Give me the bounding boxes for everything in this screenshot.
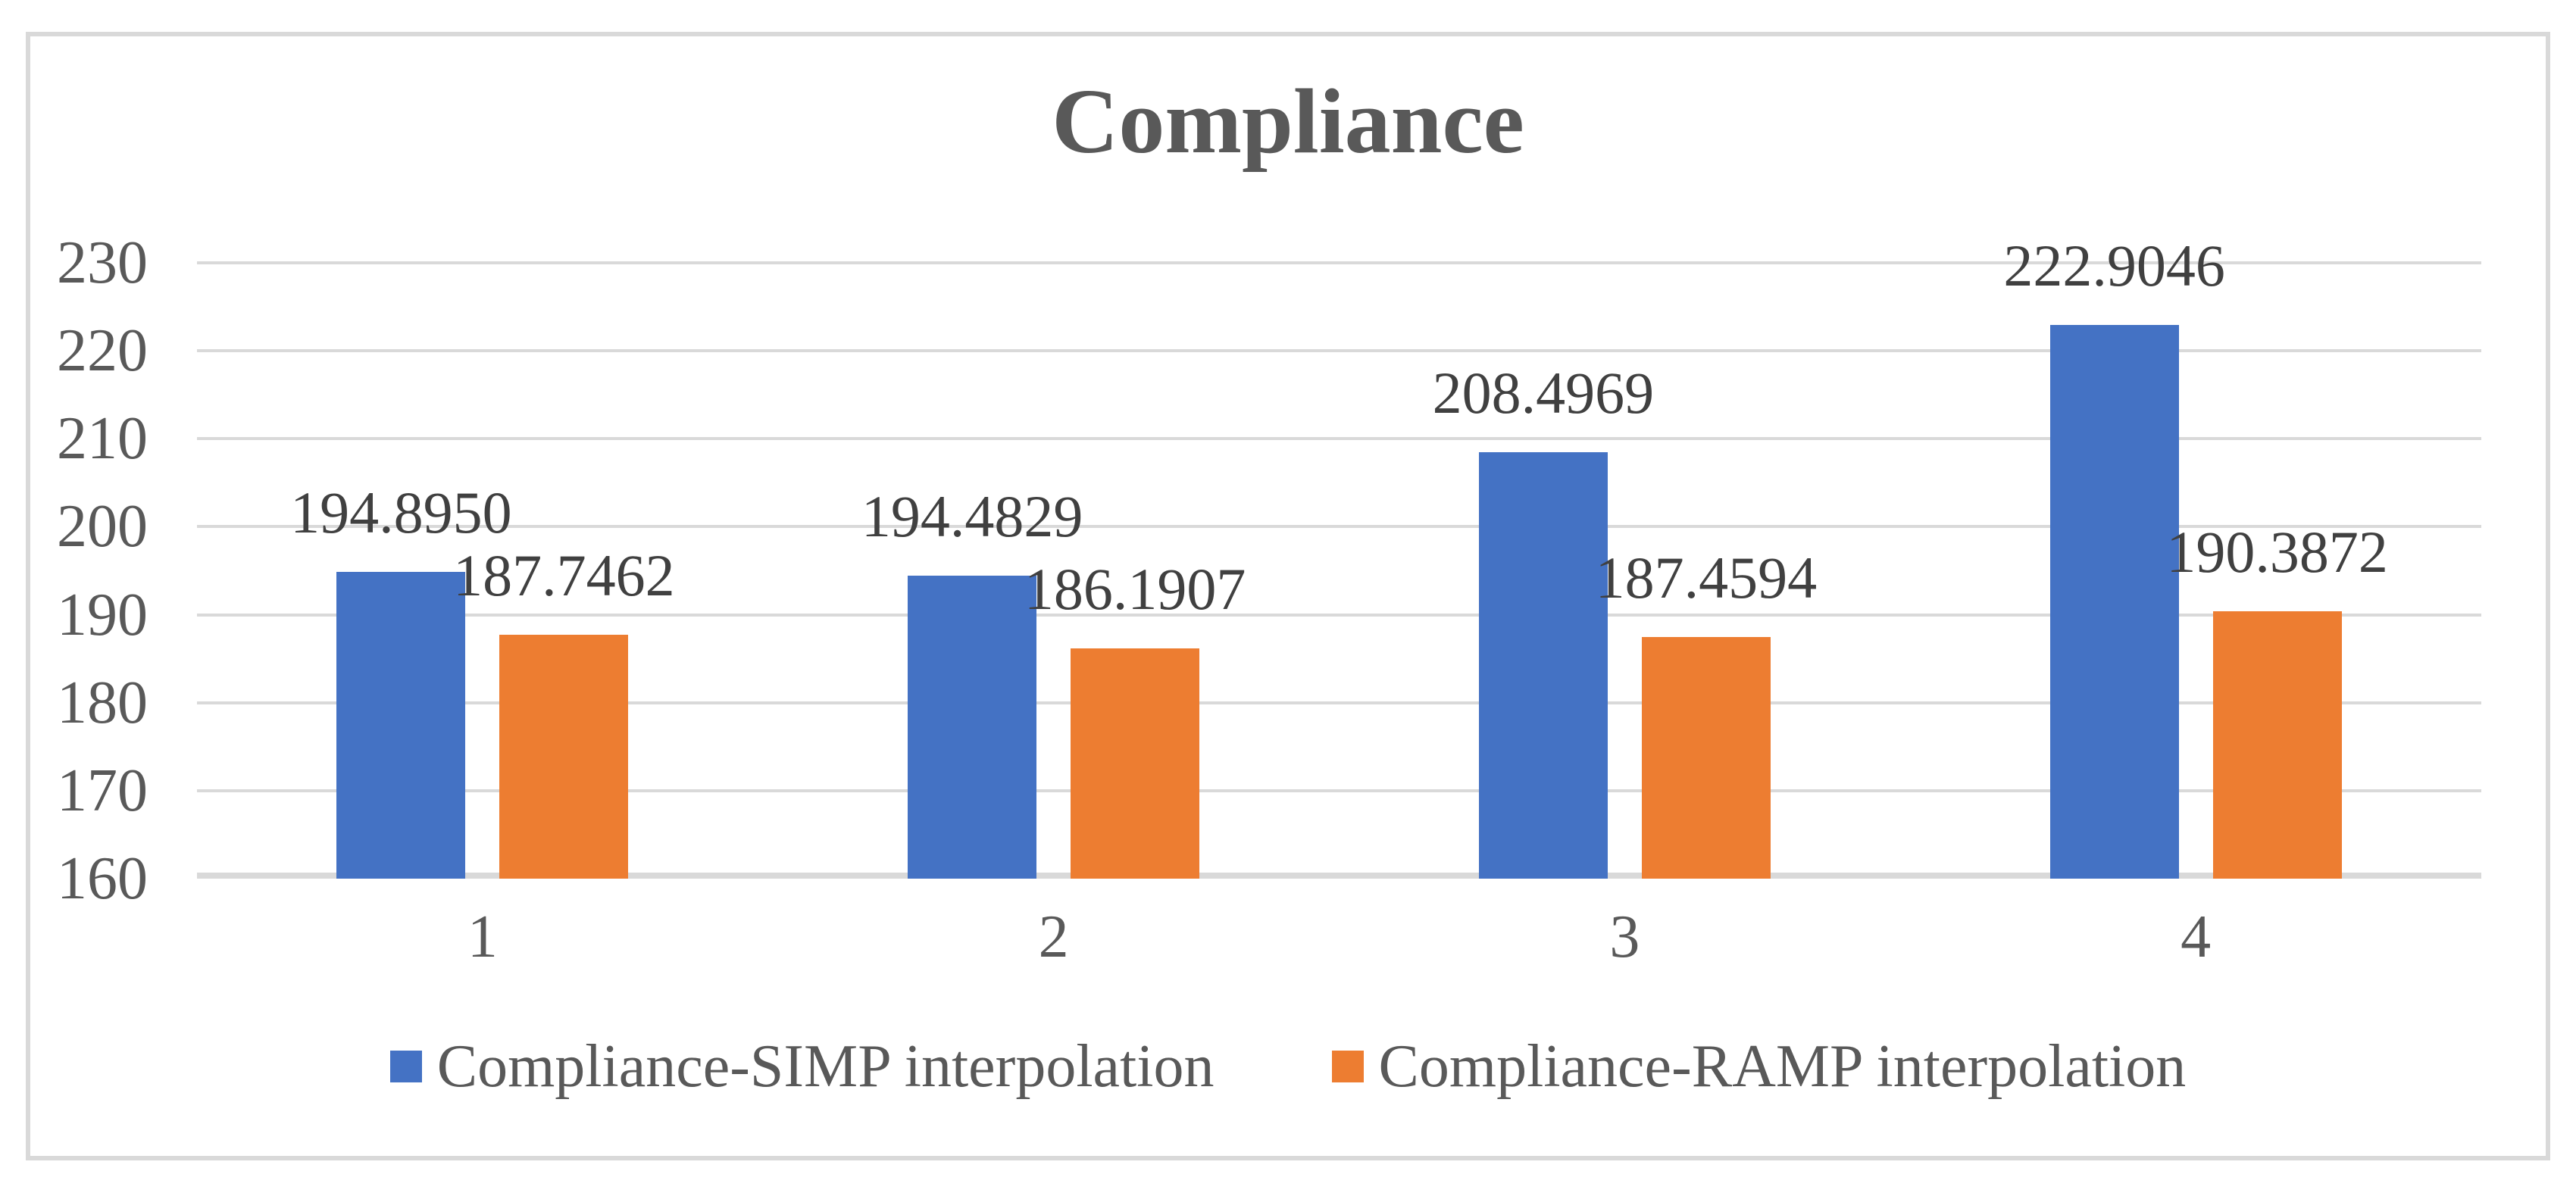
gridline-210 [197,437,2481,441]
gridline-180 [197,701,2481,704]
bar-ramp-cat4 [2212,611,2342,879]
plot-area: 194.8950 187.7462 194.4829 186.1907 208.4969… [197,233,2481,879]
data-label-ramp-cat4: 190.3872 [2166,519,2388,586]
y-axis-label-220: 220 [57,317,148,385]
y-axis-label-190: 190 [57,581,148,648]
data-label-simp-cat3: 208.4969 [1432,359,1655,426]
legend-item-simp: Compliance-SIMP interpolation [389,1032,1215,1101]
bar-simp-cat4 [2049,325,2179,879]
data-label-simp-cat1: 194.8950 [290,479,512,545]
y-axis-label-180: 180 [57,669,148,736]
legend-label: Compliance-SIMP interpolation [436,1033,1215,1100]
category-label-2: 2 [1038,904,1069,970]
gridline-190 [197,613,2481,617]
legend-item-ramp: Compliance-RAMP interpolation [1331,1032,2187,1101]
gridline-220 [197,349,2481,353]
x-axis-line [197,873,2481,879]
category-label-1: 1 [467,904,498,970]
y-axis-label-170: 170 [57,757,148,824]
y-axis-label-160: 160 [57,845,148,912]
bar-simp-cat1 [336,571,466,879]
data-label-ramp-cat1: 187.7462 [453,542,675,608]
legend-marker-icon [389,1051,422,1082]
y-axis-label-200: 200 [57,493,148,561]
y-axis-label-210: 210 [57,405,148,473]
data-label-simp-cat2: 194.4829 [861,483,1083,549]
legend-marker-icon [1331,1051,1364,1082]
bar-simp-cat3 [1478,451,1608,879]
y-axis-label-230: 230 [57,230,148,296]
data-label-simp-cat4: 222.9046 [2003,233,2225,299]
bar-ramp-cat3 [1641,637,1771,879]
legend: Compliance-SIMP interpolation Compliance-… [0,1032,2576,1101]
gridline-230 [197,261,2481,264]
category-label-4: 4 [2181,904,2212,970]
bar-ramp-cat2 [1071,648,1200,879]
bar-ramp-cat1 [499,634,629,879]
data-label-ramp-cat2: 186.1907 [1024,555,1246,622]
legend-label: Compliance-RAMP interpolation [1378,1033,2187,1100]
bar-simp-cat2 [908,575,1037,879]
gridline-200 [197,525,2481,529]
gridline-170 [197,789,2481,792]
category-label-3: 3 [1609,904,1640,970]
data-label-ramp-cat3: 187.4594 [1595,545,1818,611]
chart-title: Compliance [1052,70,1524,173]
